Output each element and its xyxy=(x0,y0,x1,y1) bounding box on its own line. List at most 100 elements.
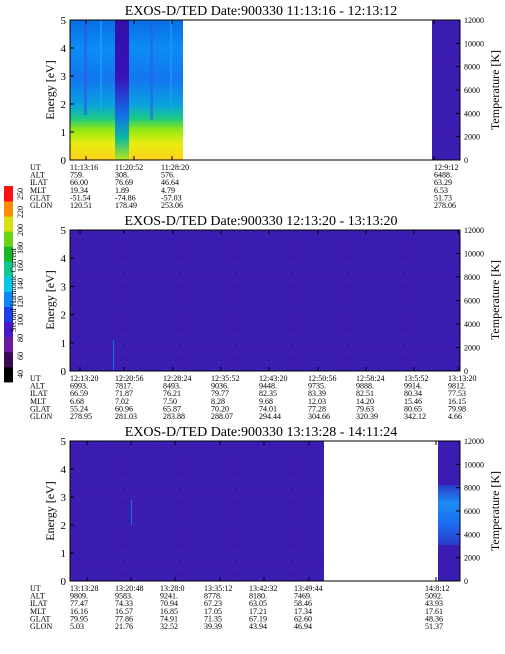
orbit-cell: 7817. xyxy=(115,382,133,391)
orbit-cell: 70.94 xyxy=(160,599,178,608)
panel-1-segment-c xyxy=(129,20,183,160)
y-tick-label: 4 xyxy=(61,464,67,476)
orbit-cell: 17.05 xyxy=(204,607,222,616)
y2-tick-label: 8000 xyxy=(464,273,480,282)
orbit-row-label: MLT xyxy=(30,186,46,195)
y-tick-label: 1 xyxy=(61,548,67,560)
colorbar-swatch xyxy=(4,246,13,262)
y2-tick-label: 0 xyxy=(464,577,468,586)
orbit-cell: 9888. xyxy=(356,382,374,391)
orbit-cell: 82.35 xyxy=(259,389,277,398)
panel-2-noise xyxy=(70,230,460,371)
panel-3-orbit-table: UT 13:13:28 13:20:48 13:28:0 13:35:12 13:42:3… xyxy=(30,584,449,631)
orbit-cell: 304.66 xyxy=(308,412,330,421)
panel-1-time-ticks xyxy=(85,20,435,160)
orbit-cell: 7.02 xyxy=(115,397,129,406)
panel-2-y2-ticks: 0 2000 4000 6000 8000 10000 12000 xyxy=(456,226,484,376)
y-tick-label: 4 xyxy=(61,43,67,55)
orbit-cell: 12:13:20 xyxy=(70,374,98,383)
orbit-row-label: UT xyxy=(30,584,41,593)
panel-2-orbit-table: UT 12:13:20 12:20:56 12:28:24 12:35:52 12:43:… xyxy=(30,374,476,421)
orbit-cell: 74.91 xyxy=(160,614,178,623)
panel-2-spectrogram xyxy=(70,230,460,371)
panel-3-line xyxy=(131,500,132,525)
orbit-cell: 283.88 xyxy=(163,412,185,421)
orbit-cell: 79.95 xyxy=(70,614,88,623)
y2-tick-label: 2000 xyxy=(464,344,480,353)
panel-1-segment-a xyxy=(70,20,115,160)
colorbar-tick-label: 250 xyxy=(16,188,25,200)
y-tick-label: 3 xyxy=(61,492,67,504)
orbit-cell: 6.53 xyxy=(434,186,448,195)
y2-tick-label: 6000 xyxy=(464,507,480,516)
orbit-row-label: GLON xyxy=(30,201,52,210)
orbit-cell: -74.86 xyxy=(115,193,136,202)
colorbar-swatch xyxy=(4,321,13,338)
orbit-row-label: GLON xyxy=(30,412,52,421)
orbit-cell: 77.47 xyxy=(70,599,88,608)
panel-1-streak-3 xyxy=(150,20,153,120)
colorbar-swatch xyxy=(4,351,13,368)
orbit-cell: 76.69 xyxy=(115,178,133,187)
orbit-cell: 77.28 xyxy=(308,404,326,413)
colorbar-swatches xyxy=(4,186,13,383)
orbit-cell: -51.54 xyxy=(70,193,91,202)
orbit-cell: 43.93 xyxy=(425,599,443,608)
orbit-cell: 6.68 xyxy=(70,397,84,406)
orbit-cell: 281.03 xyxy=(115,412,137,421)
orbit-cell: 9.68 xyxy=(259,397,273,406)
colorbar-tick-label: 60 xyxy=(16,352,25,360)
orbit-cell: 4.79 xyxy=(161,186,175,195)
orbit-cell: 32.52 xyxy=(160,622,178,631)
orbit-row-label: MLT xyxy=(30,397,46,406)
orbit-cell: 79.63 xyxy=(356,404,374,413)
y-tick-label: 5 xyxy=(61,15,67,27)
orbit-cell: 12.03 xyxy=(308,397,326,406)
orbit-cell: 16.15 xyxy=(448,397,466,406)
orbit-cell: 80.34 xyxy=(404,389,422,398)
orbit-cell: 17.34 xyxy=(294,607,312,616)
orbit-cell: 51.37 xyxy=(425,622,443,631)
orbit-cell: 13:42:32 xyxy=(249,584,277,593)
panel-3: EXOS-D/TED Date:900330 13:13:28 - 14:11:… xyxy=(30,425,502,631)
y2-tick-label: 0 xyxy=(464,156,468,165)
orbit-cell: 5.03 xyxy=(70,622,84,631)
orbit-cell: 43.94 xyxy=(249,622,267,631)
y2-tick-label: 12000 xyxy=(464,437,484,446)
orbit-cell: 12:20:56 xyxy=(115,374,143,383)
orbit-cell: 62.60 xyxy=(294,614,312,623)
y2-tick-label: 6000 xyxy=(464,297,480,306)
orbit-cell: 14.20 xyxy=(356,397,374,406)
y-tick-label: 1 xyxy=(61,127,67,139)
orbit-cell: 58.46 xyxy=(294,599,312,608)
orbit-cell: 76.21 xyxy=(163,389,181,398)
orbit-cell: 51.73 xyxy=(434,193,452,202)
y-tick-label: 0 xyxy=(61,155,67,167)
y-tick-label: 2 xyxy=(61,310,67,322)
orbit-cell: 15.46 xyxy=(404,397,422,406)
y2-tick-label: 4000 xyxy=(464,109,480,118)
orbit-cell: 17.61 xyxy=(425,607,443,616)
panel-2-title: EXOS-D/TED Date:900330 12:13:20 - 13:13:… xyxy=(125,214,398,229)
orbit-cell: 5092. xyxy=(425,592,443,601)
orbit-cell: 16.57 xyxy=(115,607,133,616)
colorbar-tick-label: 40 xyxy=(16,370,25,378)
orbit-cell: 13:49:44 xyxy=(294,584,322,593)
y-tick-label: 2 xyxy=(61,99,67,111)
colorbar-swatch xyxy=(4,336,13,353)
panel-1-streak-2 xyxy=(100,20,102,110)
orbit-cell: 1.89 xyxy=(115,186,129,195)
orbit-cell: 71.87 xyxy=(115,389,133,398)
panel-1-streak-4 xyxy=(170,20,172,115)
colorbar-swatch xyxy=(4,231,13,247)
orbit-cell: 7469. xyxy=(294,592,312,601)
orbit-cell: 178.49 xyxy=(115,201,137,210)
y2-tick-label: 4000 xyxy=(464,320,480,329)
orbit-row-label: ILAT xyxy=(30,178,47,187)
orbit-cell: 288.07 xyxy=(211,412,233,421)
panel-3-noise xyxy=(70,441,324,581)
orbit-cell: 576. xyxy=(161,171,175,180)
orbit-cell: 80.65 xyxy=(404,404,422,413)
y-tick-label: 4 xyxy=(61,253,67,265)
colorbar-tick-label: 160 xyxy=(16,260,25,272)
